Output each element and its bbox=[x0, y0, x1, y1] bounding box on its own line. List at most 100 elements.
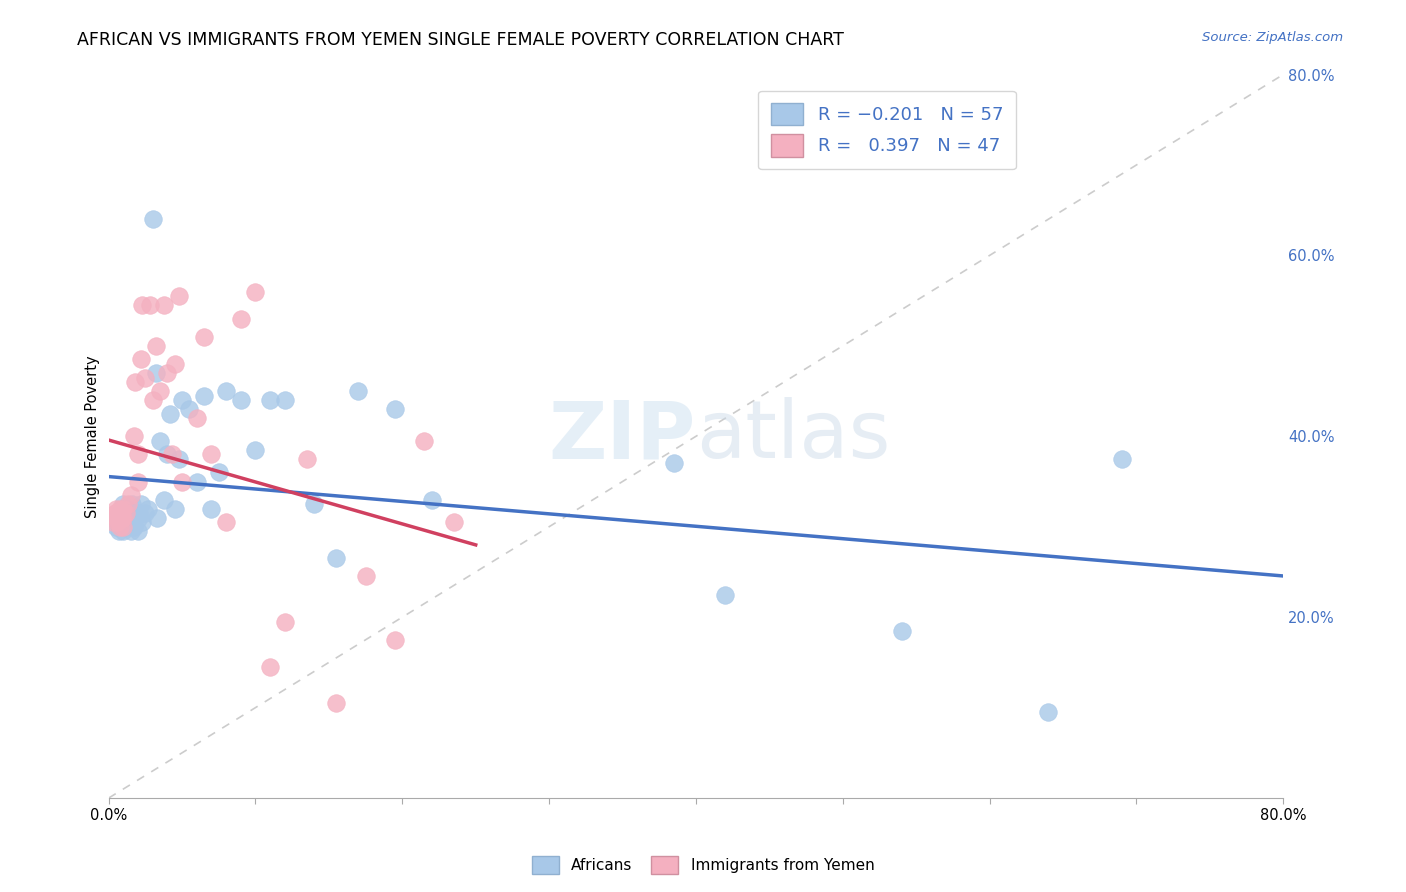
Point bbox=[170, 393, 193, 408]
Point bbox=[153, 492, 176, 507]
Point bbox=[163, 357, 186, 371]
Point bbox=[229, 393, 252, 408]
Point bbox=[347, 384, 370, 398]
Text: Source: ZipAtlas.com: Source: ZipAtlas.com bbox=[1202, 31, 1343, 45]
Point bbox=[124, 510, 146, 524]
Point bbox=[245, 285, 267, 299]
Point bbox=[112, 515, 135, 529]
Point bbox=[104, 520, 127, 534]
Point bbox=[145, 366, 167, 380]
Point bbox=[107, 515, 129, 529]
Point bbox=[112, 506, 135, 520]
Point bbox=[131, 298, 153, 312]
Point bbox=[325, 696, 347, 710]
Point bbox=[145, 339, 167, 353]
Point bbox=[156, 447, 179, 461]
Point bbox=[354, 569, 377, 583]
Point bbox=[200, 447, 222, 461]
Point bbox=[146, 510, 169, 524]
Point bbox=[413, 434, 436, 448]
Point bbox=[117, 501, 139, 516]
Point bbox=[167, 451, 190, 466]
Point bbox=[127, 475, 149, 489]
Point bbox=[302, 497, 325, 511]
Point bbox=[142, 212, 165, 227]
Point bbox=[662, 457, 685, 471]
Point bbox=[134, 370, 156, 384]
Point bbox=[890, 624, 912, 638]
Point bbox=[104, 501, 127, 516]
Point bbox=[128, 506, 150, 520]
Point bbox=[208, 466, 231, 480]
Point bbox=[127, 524, 149, 539]
Point bbox=[139, 298, 162, 312]
Point bbox=[193, 330, 215, 344]
Point bbox=[153, 298, 176, 312]
Point bbox=[115, 520, 138, 534]
Text: ZIP: ZIP bbox=[548, 397, 696, 475]
Point bbox=[274, 615, 297, 629]
Point bbox=[420, 492, 443, 507]
Legend: R = −0.201   N = 57, R =   0.397   N = 47: R = −0.201 N = 57, R = 0.397 N = 47 bbox=[758, 91, 1015, 169]
Point bbox=[111, 510, 134, 524]
Point bbox=[325, 551, 347, 566]
Point bbox=[129, 352, 152, 367]
Point bbox=[229, 311, 252, 326]
Point bbox=[121, 497, 143, 511]
Point bbox=[149, 434, 172, 448]
Point bbox=[110, 520, 132, 534]
Point bbox=[245, 442, 267, 457]
Point bbox=[160, 447, 183, 461]
Point bbox=[149, 384, 172, 398]
Point bbox=[384, 632, 406, 647]
Point bbox=[259, 393, 281, 408]
Point bbox=[112, 510, 135, 524]
Point bbox=[108, 524, 131, 539]
Point bbox=[115, 506, 138, 520]
Point bbox=[112, 497, 135, 511]
Point bbox=[179, 402, 201, 417]
Point bbox=[156, 366, 179, 380]
Point bbox=[134, 506, 156, 520]
Point bbox=[1038, 705, 1060, 719]
Point bbox=[142, 393, 165, 408]
Point bbox=[186, 475, 208, 489]
Point bbox=[111, 510, 134, 524]
Point bbox=[259, 660, 281, 674]
Point bbox=[167, 289, 190, 303]
Point bbox=[112, 510, 135, 524]
Point bbox=[101, 515, 124, 529]
Legend: Africans, Immigrants from Yemen: Africans, Immigrants from Yemen bbox=[526, 850, 880, 880]
Point bbox=[103, 506, 125, 520]
Point bbox=[122, 520, 145, 534]
Point bbox=[1111, 451, 1133, 466]
Point bbox=[295, 451, 318, 466]
Point bbox=[136, 501, 159, 516]
Point bbox=[163, 501, 186, 516]
Point bbox=[107, 506, 129, 520]
Point bbox=[714, 588, 737, 602]
Point bbox=[127, 447, 149, 461]
Point bbox=[117, 497, 139, 511]
Text: atlas: atlas bbox=[696, 397, 890, 475]
Point bbox=[215, 515, 238, 529]
Point bbox=[110, 506, 132, 520]
Point bbox=[108, 510, 131, 524]
Point bbox=[110, 501, 132, 516]
Point bbox=[110, 515, 132, 529]
Point bbox=[193, 388, 215, 402]
Point bbox=[112, 520, 135, 534]
Point bbox=[274, 393, 297, 408]
Point bbox=[129, 497, 152, 511]
Point bbox=[120, 488, 142, 502]
Point bbox=[112, 501, 135, 516]
Point bbox=[131, 515, 153, 529]
Text: AFRICAN VS IMMIGRANTS FROM YEMEN SINGLE FEMALE POVERTY CORRELATION CHART: AFRICAN VS IMMIGRANTS FROM YEMEN SINGLE … bbox=[77, 31, 844, 49]
Y-axis label: Single Female Poverty: Single Female Poverty bbox=[86, 355, 100, 517]
Point bbox=[170, 475, 193, 489]
Point bbox=[200, 501, 222, 516]
Point bbox=[186, 411, 208, 425]
Point bbox=[104, 510, 127, 524]
Point bbox=[120, 510, 142, 524]
Point bbox=[112, 501, 135, 516]
